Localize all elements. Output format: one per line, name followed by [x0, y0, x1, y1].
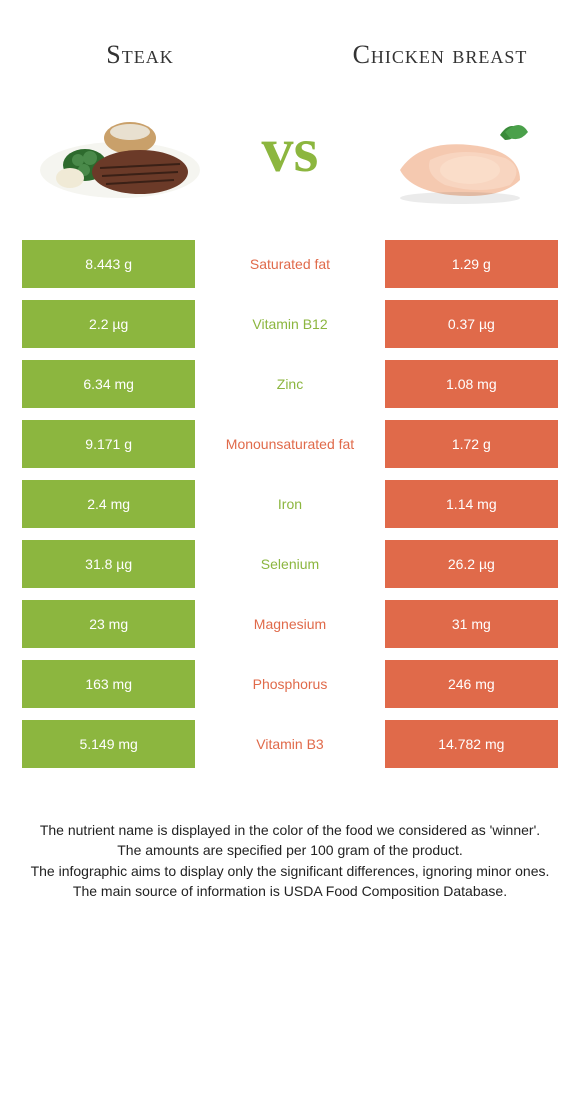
footnote-line: The main source of information is USDA F…	[30, 881, 550, 901]
table-row: 23 mgMagnesium31 mg	[22, 600, 558, 648]
right-value: 1.08 mg	[385, 360, 558, 408]
right-value: 31 mg	[385, 600, 558, 648]
left-value: 31.8 µg	[22, 540, 195, 588]
chicken-image	[370, 90, 550, 210]
nutrient-label: Iron	[203, 480, 376, 528]
left-food-title: Steak	[40, 40, 240, 70]
table-row: 6.34 mgZinc1.08 mg	[22, 360, 558, 408]
table-row: 163 mgPhosphorus246 mg	[22, 660, 558, 708]
left-value: 2.2 µg	[22, 300, 195, 348]
table-row: 2.4 mgIron1.14 mg	[22, 480, 558, 528]
left-value: 2.4 mg	[22, 480, 195, 528]
header: Steak Chicken breast	[0, 0, 580, 70]
nutrient-table: 8.443 gSaturated fat1.29 g2.2 µgVitamin …	[0, 240, 580, 768]
steak-image	[30, 90, 210, 210]
left-value: 5.149 mg	[22, 720, 195, 768]
right-value: 1.14 mg	[385, 480, 558, 528]
nutrient-label: Zinc	[203, 360, 376, 408]
footnote-line: The amounts are specified per 100 gram o…	[30, 840, 550, 860]
right-value: 1.72 g	[385, 420, 558, 468]
left-value: 8.443 g	[22, 240, 195, 288]
table-row: 31.8 µgSelenium26.2 µg	[22, 540, 558, 588]
left-value: 9.171 g	[22, 420, 195, 468]
images-row: vs	[0, 70, 580, 240]
left-value: 23 mg	[22, 600, 195, 648]
right-value: 26.2 µg	[385, 540, 558, 588]
table-row: 9.171 gMonounsaturated fat1.72 g	[22, 420, 558, 468]
footnote: The nutrient name is displayed in the co…	[0, 780, 580, 901]
right-food-title: Chicken breast	[340, 40, 540, 70]
nutrient-label: Magnesium	[203, 600, 376, 648]
nutrient-label: Phosphorus	[203, 660, 376, 708]
table-row: 2.2 µgVitamin B120.37 µg	[22, 300, 558, 348]
nutrient-label: Vitamin B3	[203, 720, 376, 768]
left-value: 6.34 mg	[22, 360, 195, 408]
nutrient-label: Vitamin B12	[203, 300, 376, 348]
nutrient-label: Saturated fat	[203, 240, 376, 288]
table-row: 5.149 mgVitamin B314.782 mg	[22, 720, 558, 768]
nutrient-label: Monounsaturated fat	[203, 420, 376, 468]
footnote-line: The infographic aims to display only the…	[30, 861, 550, 881]
table-row: 8.443 gSaturated fat1.29 g	[22, 240, 558, 288]
right-value: 246 mg	[385, 660, 558, 708]
right-value: 14.782 mg	[385, 720, 558, 768]
footnote-line: The nutrient name is displayed in the co…	[30, 820, 550, 840]
right-value: 0.37 µg	[385, 300, 558, 348]
right-value: 1.29 g	[385, 240, 558, 288]
left-value: 163 mg	[22, 660, 195, 708]
vs-label: vs	[262, 118, 319, 182]
nutrient-label: Selenium	[203, 540, 376, 588]
